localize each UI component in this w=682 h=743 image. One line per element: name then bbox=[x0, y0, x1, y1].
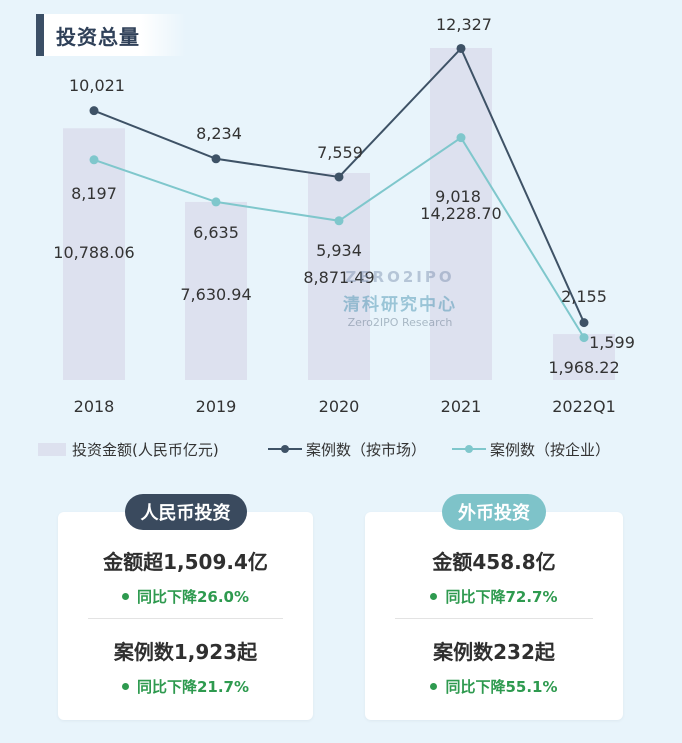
legend-marker-company bbox=[465, 445, 473, 453]
x-tick-label: 2020 bbox=[319, 397, 360, 416]
point-by-market-2019 bbox=[211, 154, 221, 164]
point-by-company-2021 bbox=[456, 133, 466, 143]
market-value-label: 7,559 bbox=[317, 143, 363, 162]
x-tick-label: 2021 bbox=[441, 397, 482, 416]
fx-investment-card: 外币投资 金额458.8亿 同比下降72.7% 案例数232起 同比下降55.1… bbox=[365, 494, 623, 720]
x-tick-label: 2022Q1 bbox=[552, 397, 616, 416]
point-by-company-2022Q1 bbox=[579, 333, 589, 343]
investment-chart: 10,788.06 7,630.94 8,871.49 14,228.70 1,968.… bbox=[38, 15, 635, 459]
point-by-company-2020 bbox=[334, 216, 344, 226]
rmb-cases-change: 同比下降21.7% bbox=[58, 676, 313, 697]
point-by-market-2022Q1 bbox=[579, 318, 589, 328]
watermark-logo: ZERO2IPO bbox=[345, 268, 455, 286]
market-value-label: 2,155 bbox=[561, 287, 607, 306]
legend-marker-market bbox=[281, 445, 289, 453]
rmb-amount-change: 同比下降26.0% bbox=[58, 586, 313, 607]
section-title-bar: 投资总量 bbox=[36, 14, 186, 56]
rmb-investment-card: 人民币投资 金额超1,509.4亿 同比下降26.0% 案例数1,923起 同比… bbox=[58, 494, 313, 720]
rmb-amount: 金额超1,509.4亿 bbox=[103, 550, 268, 574]
down-dot-icon bbox=[121, 683, 129, 690]
bar-amount-2021 bbox=[430, 48, 492, 380]
bar-value-label: 8,871.49 bbox=[303, 268, 374, 287]
point-by-market-2018 bbox=[89, 106, 99, 116]
rmb-cases: 案例数1,923起 bbox=[113, 640, 258, 664]
market-value-label: 8,234 bbox=[196, 124, 242, 143]
down-dot-icon bbox=[430, 683, 438, 690]
legend-label-amount: 投资金额(人民币亿元) bbox=[72, 441, 219, 459]
watermark-cn: 清科研究中心 bbox=[343, 295, 457, 315]
bar-amount-2018 bbox=[63, 128, 125, 380]
company-value-label: 1,599 bbox=[589, 333, 635, 352]
legend-swatch-amount bbox=[38, 443, 66, 456]
market-value-label: 12,327 bbox=[436, 15, 492, 34]
point-by-company-2018 bbox=[89, 155, 99, 165]
point-by-company-2019 bbox=[211, 197, 221, 207]
legend-label-market: 案例数（按市场） bbox=[306, 441, 426, 459]
bar-value-label: 7,630.94 bbox=[180, 285, 251, 304]
rmb-investment-tag: 人民币投资 bbox=[124, 494, 247, 530]
bar-value-label: 10,788.06 bbox=[53, 243, 134, 262]
point-by-market-2020 bbox=[334, 172, 344, 182]
down-dot-icon bbox=[430, 593, 438, 600]
point-by-market-2021 bbox=[456, 43, 466, 53]
card-divider bbox=[88, 618, 283, 619]
bar-value-label: 1,968.22 bbox=[548, 358, 619, 377]
fx-investment-tag: 外币投资 bbox=[442, 494, 546, 530]
legend-label-company: 案例数（按企业） bbox=[490, 441, 610, 459]
market-value-label: 10,021 bbox=[69, 76, 125, 95]
bar-amount-2019 bbox=[185, 201, 247, 380]
company-value-label: 8,197 bbox=[71, 184, 117, 203]
watermark-en: Zero2IPO Research bbox=[347, 316, 453, 329]
card-divider bbox=[395, 618, 593, 619]
company-value-label: 5,934 bbox=[316, 241, 362, 260]
x-tick-label: 2018 bbox=[74, 397, 115, 416]
fx-amount: 金额458.8亿 bbox=[432, 550, 556, 574]
down-dot-icon bbox=[121, 593, 129, 600]
watermark: ZERO2IPO 清科研究中心 Zero2IPO Research bbox=[330, 268, 470, 329]
company-value-label: 6,635 bbox=[193, 223, 239, 242]
page-title: 投资总量 bbox=[56, 24, 140, 49]
x-tick-label: 2019 bbox=[196, 397, 237, 416]
title-accent-bar bbox=[36, 14, 44, 56]
company-value-label: 9,018 bbox=[435, 187, 481, 206]
fx-cases-change: 同比下降55.1% bbox=[365, 676, 623, 697]
bar-value-label: 14,228.70 bbox=[420, 204, 501, 223]
fx-cases: 案例数232起 bbox=[433, 640, 555, 664]
fx-amount-change: 同比下降72.7% bbox=[365, 586, 623, 607]
